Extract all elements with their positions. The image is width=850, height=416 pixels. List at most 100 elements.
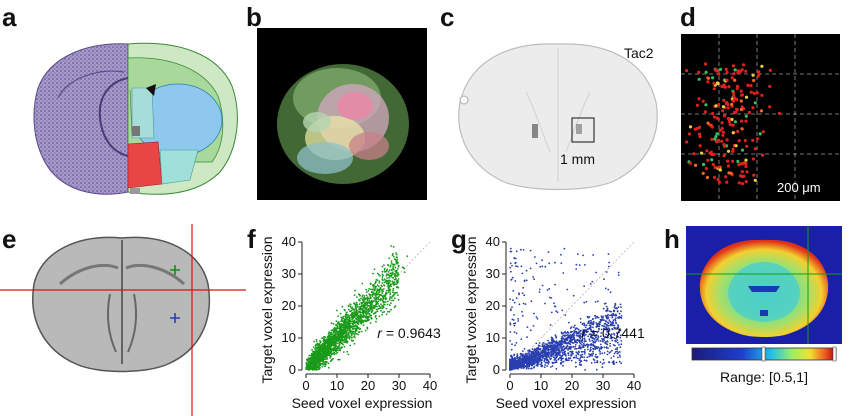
data-point — [575, 356, 578, 358]
data-point — [384, 298, 387, 301]
data-point — [558, 349, 560, 352]
data-point — [396, 258, 399, 261]
data-point — [330, 353, 333, 356]
data-point — [372, 284, 374, 287]
data-point — [348, 330, 351, 332]
panel-label-e: e — [2, 224, 17, 254]
data-point — [583, 322, 586, 325]
data-point — [607, 316, 610, 319]
data-point — [562, 360, 565, 363]
data-point — [336, 332, 339, 335]
data-point — [553, 362, 555, 364]
data-point — [582, 331, 584, 333]
data-point — [390, 274, 392, 277]
data-point — [554, 354, 557, 356]
data-point — [606, 317, 608, 320]
data-point — [558, 354, 561, 357]
data-point — [368, 288, 370, 290]
data-point — [539, 266, 542, 268]
data-point — [375, 303, 377, 306]
data-point — [591, 339, 594, 342]
data-point — [377, 298, 379, 301]
data-point — [338, 330, 341, 333]
data-point — [340, 323, 342, 325]
data-point — [322, 363, 325, 366]
data-point — [394, 275, 397, 278]
data-point — [571, 336, 573, 339]
data-point — [516, 265, 519, 268]
data-point — [369, 283, 372, 285]
data-point — [368, 310, 371, 312]
data-point — [541, 354, 544, 357]
data-point — [357, 327, 359, 330]
data-point — [569, 346, 571, 349]
data-point — [517, 361, 519, 364]
data-point — [586, 346, 589, 348]
data-point — [390, 262, 393, 264]
data-point — [595, 322, 598, 324]
data-point — [393, 281, 396, 283]
data-point — [354, 289, 356, 292]
data-point — [596, 323, 599, 326]
data-point — [363, 304, 366, 307]
data-point — [609, 320, 612, 323]
data-point — [568, 321, 570, 324]
data-point — [603, 302, 606, 305]
data-point — [392, 289, 394, 292]
data-point — [324, 336, 327, 339]
data-point — [377, 297, 380, 299]
data-point — [540, 361, 543, 364]
y-tick-label: 10 — [282, 330, 296, 345]
data-point — [349, 310, 351, 313]
data-point — [318, 361, 321, 364]
detected-cell-dot — [751, 138, 755, 142]
data-point — [526, 366, 529, 368]
data-point — [354, 329, 357, 331]
data-point — [348, 324, 351, 326]
data-point — [523, 354, 526, 357]
data-point — [522, 356, 524, 358]
data-point — [620, 306, 622, 308]
data-point — [527, 367, 530, 370]
data-point — [330, 335, 333, 338]
data-point — [520, 338, 523, 340]
y-tick-label: 20 — [486, 298, 500, 313]
data-point — [603, 322, 606, 325]
data-point — [535, 353, 538, 356]
data-point — [552, 352, 555, 355]
data-point — [564, 334, 566, 336]
data-point — [550, 311, 553, 314]
data-point — [523, 356, 526, 358]
data-point — [377, 273, 380, 276]
data-point — [583, 285, 585, 287]
data-point — [517, 368, 519, 370]
panel-label-f: f — [247, 224, 256, 254]
data-point — [366, 304, 369, 307]
detected-cell-dot — [706, 80, 710, 84]
data-point — [531, 352, 534, 355]
data-point — [556, 355, 558, 358]
data-point — [510, 308, 512, 311]
data-point — [389, 296, 392, 298]
data-point — [312, 350, 314, 353]
data-point — [338, 341, 340, 344]
data-point — [620, 340, 623, 342]
data-point — [562, 341, 564, 344]
data-point — [376, 310, 379, 313]
detected-cell-dot — [712, 87, 716, 91]
detected-cell-dot — [740, 148, 745, 152]
detected-cell-dot — [740, 127, 744, 131]
data-point — [375, 320, 377, 323]
data-point — [343, 325, 346, 328]
data-point — [574, 345, 576, 348]
data-point — [309, 360, 311, 363]
data-point — [512, 290, 515, 292]
identity-line — [509, 241, 635, 371]
data-point — [602, 315, 604, 318]
data-point — [385, 313, 388, 316]
data-point — [358, 293, 361, 296]
data-point — [355, 307, 357, 310]
data-point — [521, 358, 523, 361]
data-point — [545, 355, 547, 358]
detected-cell-dot — [722, 142, 726, 147]
